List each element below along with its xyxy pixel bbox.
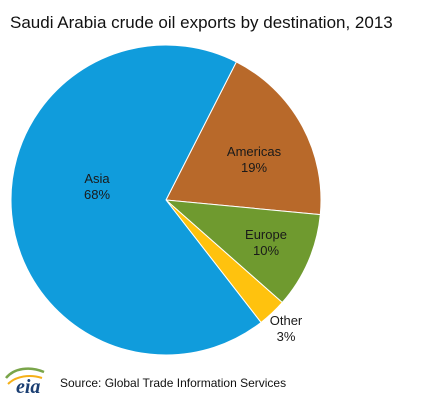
slice-label-asia: Asia bbox=[84, 171, 110, 186]
slice-label-europe: Europe bbox=[245, 227, 287, 242]
slice-value-other: 3% bbox=[277, 329, 296, 344]
slice-label-americas: Americas bbox=[227, 144, 282, 159]
pie-chart bbox=[10, 44, 322, 356]
pie-slice-americas bbox=[165, 61, 322, 216]
slice-value-europe: 10% bbox=[253, 243, 279, 258]
eia-logo-text: eia bbox=[16, 376, 40, 398]
eia-logo-icon: eia bbox=[5, 367, 45, 398]
slice-label-other: Other bbox=[270, 313, 303, 328]
slice-value-americas: 19% bbox=[241, 160, 267, 175]
pie-slice-asia bbox=[10, 44, 262, 356]
source-note: Source: Global Trade Information Service… bbox=[60, 376, 286, 390]
pie-slice-europe bbox=[164, 199, 321, 304]
chart-title: Saudi Arabia crude oil exports by destin… bbox=[10, 13, 393, 32]
slice-value-asia: 68% bbox=[84, 187, 110, 202]
